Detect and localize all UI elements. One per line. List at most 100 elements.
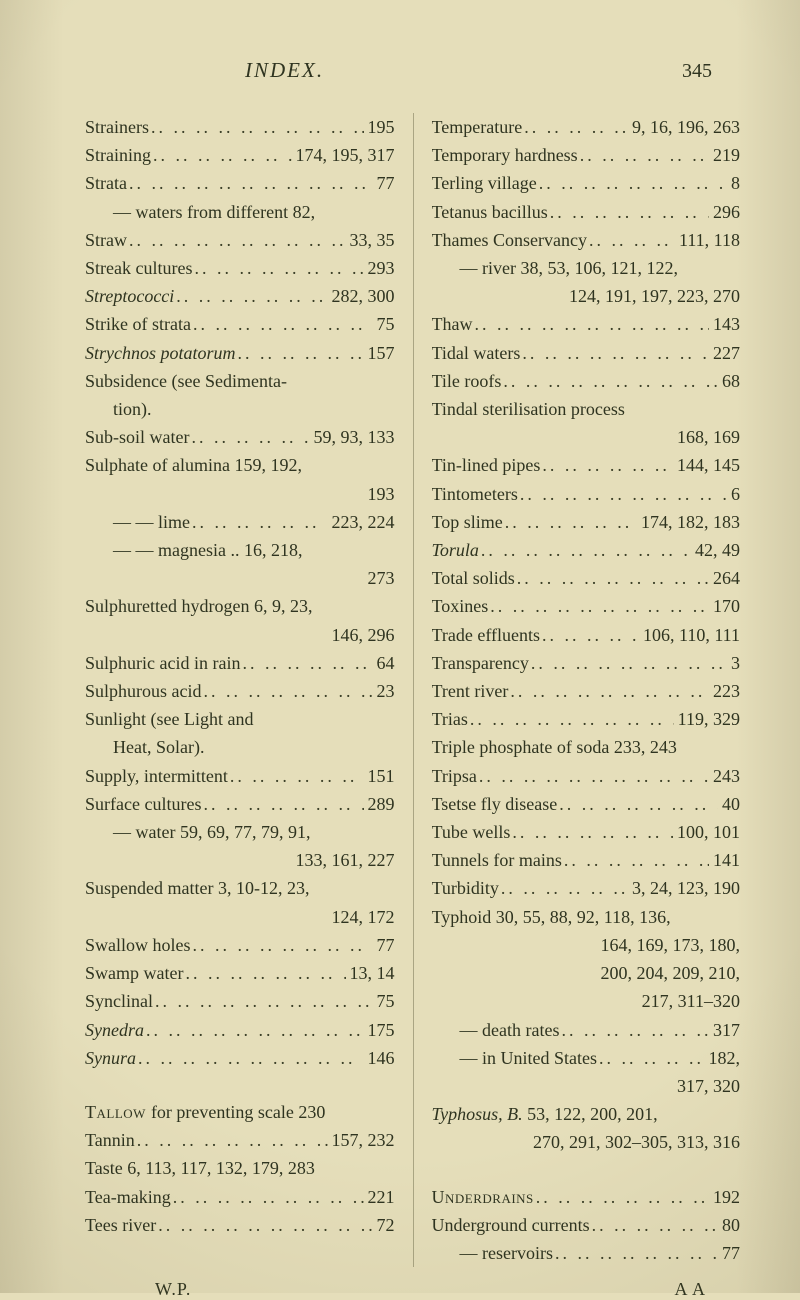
index-entry: Top slime .. .. .. .. .. .. .. .. .. .. … — [432, 508, 741, 536]
index-entry: Strychnos potatorum .. .. .. .. .. .. ..… — [85, 339, 395, 367]
index-entry: Strainers .. .. .. .. .. .. .. .. .. .. … — [85, 113, 395, 141]
index-term: Tube wells — [432, 818, 511, 846]
dot-leader: .. .. .. .. .. .. .. .. .. .. .. .. .. .… — [135, 1126, 328, 1154]
index-entry: Sub-soil water .. .. .. .. .. .. .. .. .… — [85, 423, 395, 451]
running-head: INDEX. 345 — [85, 58, 740, 83]
index-entry: Tindal sterilisation process .. .. .. ..… — [432, 395, 741, 423]
index-term: Tea-making — [85, 1183, 171, 1211]
index-pages: 9, 16, 196, 263 — [628, 113, 740, 141]
index-term: — — magnesia .. 16, 218, — [113, 536, 302, 564]
index-term: Tintometers — [432, 480, 518, 508]
index-entry: Straining .. .. .. .. .. .. .. .. .. .. … — [85, 141, 395, 169]
index-entry: Thaw .. .. .. .. .. .. .. .. .. .. .. ..… — [432, 310, 741, 338]
index-pages: 195 — [364, 113, 395, 141]
dot-leader: .. .. .. .. .. .. .. .. .. .. .. .. .. .… — [468, 705, 674, 733]
index-term: Tunnels for mains — [432, 846, 562, 874]
index-entry: Tintometers .. .. .. .. .. .. .. .. .. .… — [432, 480, 741, 508]
index-term: Transparency — [432, 649, 529, 677]
index-pages: 68 — [718, 367, 740, 395]
index-pages: 119, 329 — [674, 705, 740, 733]
dot-leader: .. .. .. .. .. .. .. .. .. .. .. .. .. .… — [559, 1016, 709, 1044]
index-pages: 182, — [705, 1044, 741, 1072]
page-number: 345 — [682, 60, 712, 83]
index-entry: Tea-making .. .. .. .. .. .. .. .. .. ..… — [85, 1183, 395, 1211]
index-term: Tindal sterilisation process — [432, 395, 625, 423]
dot-leader: .. .. .. .. .. .. .. .. .. .. .. .. .. .… — [557, 790, 718, 818]
dot-leader: .. .. .. .. .. .. .. .. .. .. .. .. .. .… — [191, 931, 373, 959]
index-entry: .. .. .. .. .. .. .. .. .. .. .. .. .. .… — [85, 621, 395, 649]
index-pages: 133, 161, 227 — [292, 846, 395, 874]
index-entry: .. .. .. .. .. .. .. .. .. .. .. .. .. .… — [432, 959, 741, 987]
index-column-right: Temperature .. .. .. .. .. .. .. .. .. .… — [413, 113, 741, 1267]
index-term: Tin-lined pipes — [432, 451, 541, 479]
index-pages: 270, 291, 302–305, 313, 316 — [529, 1128, 740, 1156]
dot-leader: .. .. .. .. .. .. .. .. .. .. .. .. .. .… — [534, 1183, 709, 1211]
index-entry: Tannin .. .. .. .. .. .. .. .. .. .. .. … — [85, 1126, 395, 1154]
index-entry: Toxines .. .. .. .. .. .. .. .. .. .. ..… — [432, 592, 741, 620]
dot-leader: .. .. .. .. .. .. .. .. .. .. .. .. .. .… — [171, 1183, 364, 1211]
dot-leader: .. .. .. .. .. .. .. .. .. .. .. .. .. .… — [510, 818, 673, 846]
index-entry: — — lime .. .. .. .. .. .. .. .. .. .. .… — [85, 508, 395, 536]
index-term: Synura — [85, 1044, 136, 1072]
index-entry: Streptococci .. .. .. .. .. .. .. .. .. … — [85, 282, 395, 310]
index-pages: 223 — [709, 677, 740, 705]
index-term: Tile roofs — [432, 367, 502, 395]
index-entry: Surface cultures .. .. .. .. .. .. .. ..… — [85, 790, 395, 818]
dot-leader: .. .. .. .. .. .. .. .. .. .. .. .. .. .… — [151, 141, 292, 169]
index-term: Swamp water — [85, 959, 183, 987]
dot-leader: .. .. .. .. .. .. .. .. .. .. .. .. .. .… — [192, 254, 363, 282]
index-pages: 217, 311–320 — [638, 987, 740, 1015]
index-entry: Tripsa .. .. .. .. .. .. .. .. .. .. .. … — [432, 762, 741, 790]
page-footer: W.P. A A — [85, 1267, 740, 1300]
index-term: Underdrains — [432, 1183, 534, 1211]
index-term: Tetanus bacillus — [432, 198, 548, 226]
index-entry: Triple phosphate of soda 233, 243 .. .. … — [432, 733, 741, 761]
index-entry: Heat, Solar). .. .. .. .. .. .. .. .. ..… — [85, 733, 395, 761]
index-term: Sub-soil water — [85, 423, 189, 451]
dot-leader: .. .. .. .. .. .. .. .. .. .. .. .. .. .… — [477, 762, 709, 790]
index-term: Straining — [85, 141, 151, 169]
index-term: Sunlight (see Light and — [85, 705, 253, 733]
index-pages: 75 — [373, 310, 395, 338]
index-term: Typhoid 30, 55, 88, 92, 118, 136, — [432, 903, 671, 931]
footer-left: W.P. — [155, 1279, 191, 1300]
index-entry: .. .. .. .. .. .. .. .. .. .. .. .. .. .… — [85, 480, 395, 508]
dot-leader: .. .. .. .. .. .. .. .. .. .. .. .. .. .… — [228, 762, 364, 790]
index-pages: 223, 224 — [328, 508, 395, 536]
index-pages: 111, 118 — [675, 226, 740, 254]
index-term: Subsidence (see Sedimenta- — [85, 367, 287, 395]
index-entry: Synedra .. .. .. .. .. .. .. .. .. .. ..… — [85, 1016, 395, 1044]
index-term: Typhosus, B. 53, 122, 200, 201, — [432, 1100, 658, 1128]
index-entry: .. .. .. .. .. .. .. .. .. .. .. .. .. .… — [85, 903, 395, 931]
index-entry: Sulphuric acid in rain .. .. .. .. .. ..… — [85, 649, 395, 677]
index-entry: Strata .. .. .. .. .. .. .. .. .. .. .. … — [85, 169, 395, 197]
index-term: Tees river — [85, 1211, 156, 1239]
index-term: Heat, Solar). — [113, 733, 204, 761]
index-pages: 192 — [709, 1183, 740, 1211]
index-pages: 317, 320 — [673, 1072, 740, 1100]
dot-leader: .. .. .. .. .. .. .. .. .. .. .. .. .. .… — [597, 1044, 705, 1072]
index-term: Turbidity — [432, 874, 499, 902]
dot-leader: .. .. .. .. .. .. .. .. .. .. .. .. .. .… — [562, 846, 709, 874]
index-pages: 200, 204, 209, 210, — [597, 959, 741, 987]
index-pages: 264 — [709, 564, 740, 592]
dot-leader: .. .. .. .. .. .. .. .. .. .. .. .. .. .… — [503, 508, 637, 536]
index-term: Toxines — [432, 592, 489, 620]
dot-leader: .. .. .. .. .. .. .. .. .. .. .. .. .. .… — [548, 198, 709, 226]
dot-leader: .. .. .. .. .. .. .. .. .. .. .. .. .. .… — [127, 169, 373, 197]
dot-leader: .. .. .. .. .. .. .. .. .. .. .. .. .. .… — [156, 1211, 372, 1239]
index-entry: .. .. .. .. .. .. .. .. .. .. .. .. .. .… — [85, 846, 395, 874]
dot-leader: .. .. .. .. .. .. .. .. .. .. .. .. .. .… — [191, 310, 373, 338]
index-entry: Tees river .. .. .. .. .. .. .. .. .. ..… — [85, 1211, 395, 1239]
dot-leader: .. .. .. .. .. .. .. .. .. .. .. .. .. .… — [153, 987, 373, 1015]
index-entry: Tin-lined pipes .. .. .. .. .. .. .. .. … — [432, 451, 741, 479]
index-term: — death rates — [460, 1016, 560, 1044]
index-entry: Synura .. .. .. .. .. .. .. .. .. .. .. … — [85, 1044, 395, 1072]
index-term: Streptococci — [85, 282, 174, 310]
index-term: Sulphuric acid in rain — [85, 649, 240, 677]
index-entry: — river 38, 53, 106, 121, 122, .. .. .. … — [432, 254, 741, 282]
index-pages: 221 — [364, 1183, 395, 1211]
index-term: Tidal waters — [432, 339, 521, 367]
index-pages: 72 — [373, 1211, 395, 1239]
dot-leader: .. .. .. .. .. .. .. .. .. .. .. .. .. .… — [590, 1211, 718, 1239]
